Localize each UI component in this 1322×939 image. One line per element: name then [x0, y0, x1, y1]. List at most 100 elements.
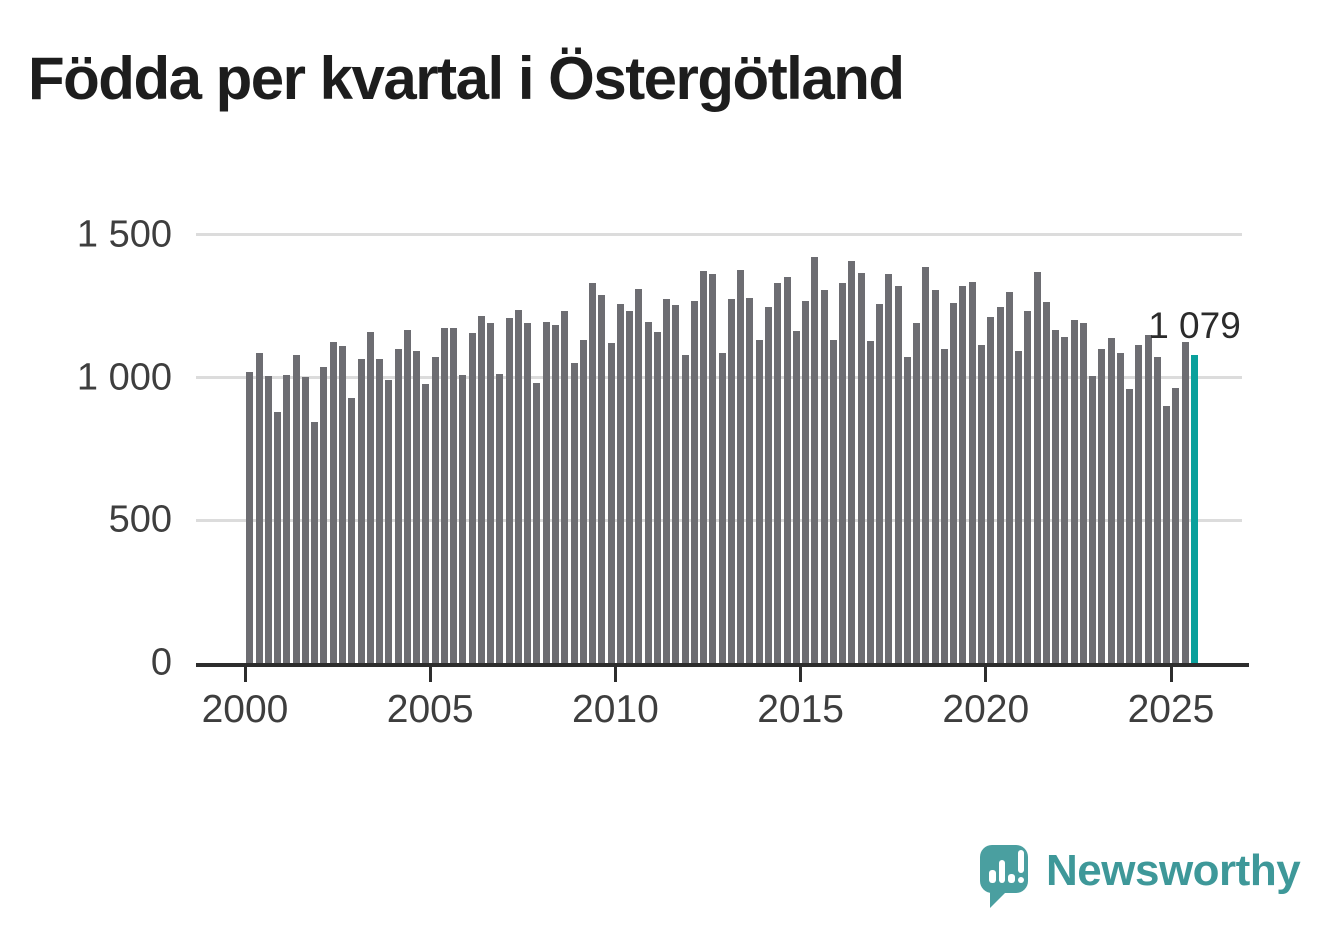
bar: [311, 422, 319, 663]
bar: [866, 340, 874, 663]
bar: [514, 309, 522, 663]
bar: [1135, 344, 1143, 663]
bar: [570, 362, 578, 663]
bar: [885, 274, 893, 663]
bar: [663, 299, 671, 663]
bar: [987, 316, 995, 663]
newsworthy-logo-icon: [980, 845, 1028, 908]
bar-highlighted: [1190, 355, 1198, 663]
bar: [1070, 320, 1078, 663]
bar: [1079, 323, 1087, 663]
bar: [764, 306, 772, 663]
bar: [903, 356, 911, 663]
bar: [1052, 329, 1060, 663]
bar: [607, 342, 615, 663]
bar: [616, 303, 624, 663]
newsworthy-logo: Newsworthy: [980, 845, 1301, 915]
bar: [774, 283, 782, 663]
bar: [366, 331, 374, 663]
bar: [413, 350, 421, 663]
bar: [755, 340, 763, 663]
highlight-value-label: 1 079: [1148, 305, 1241, 346]
x-tick-label-2005: 2005: [386, 688, 474, 731]
chart-title: Födda per kvartal i Östergötland: [28, 45, 905, 112]
gridline-1500: [196, 233, 1242, 237]
bar: [820, 290, 828, 663]
bar: [496, 374, 504, 663]
bar: [403, 330, 411, 663]
bar: [996, 306, 1004, 663]
bar: [468, 333, 476, 663]
bar: [357, 359, 365, 663]
bar: [376, 359, 384, 663]
bar: [913, 323, 921, 663]
bar: [487, 323, 495, 663]
x-tick-label-2020: 2020: [942, 688, 1030, 731]
bar: [653, 331, 661, 663]
bar: [552, 325, 559, 663]
bar: [329, 341, 337, 663]
bar: [1144, 334, 1152, 663]
bar: [1153, 356, 1161, 663]
x-tick-label-2025: 2025: [1127, 688, 1215, 731]
bar: [737, 270, 745, 663]
bar: [422, 384, 430, 663]
bar: [1107, 337, 1115, 663]
bar: [940, 348, 948, 663]
bar: [1163, 406, 1171, 663]
x-tick-label-2010: 2010: [572, 688, 659, 731]
bar: [264, 375, 272, 663]
bar: [968, 282, 976, 663]
x-tick-2025: [1169, 667, 1173, 682]
logo-bar-icon: [989, 870, 996, 883]
bar: [950, 303, 958, 663]
bar: [524, 322, 532, 663]
x-tick-label-2015: 2015: [757, 688, 844, 731]
bar: [690, 301, 698, 663]
bar: [857, 273, 865, 663]
bar: [1005, 292, 1013, 663]
bar: [1172, 388, 1180, 663]
y-tick-label-1500: 1 500: [76, 213, 172, 256]
bar: [283, 375, 291, 663]
bar: [579, 340, 587, 663]
bar: [1126, 389, 1134, 663]
bar: [255, 353, 263, 663]
bar: [246, 371, 254, 663]
y-tick-label-0: 0: [150, 641, 172, 684]
bar: [811, 256, 819, 663]
y-tick-label-500: 500: [108, 498, 172, 541]
bar: [792, 331, 800, 663]
bar: [931, 290, 939, 663]
bar: [348, 398, 356, 663]
x-tick-2010: [613, 667, 617, 682]
bar: [644, 321, 652, 663]
bar: [440, 327, 448, 663]
bar: [718, 352, 726, 663]
bar: [1061, 336, 1069, 663]
bar: [709, 274, 717, 663]
bar: [1033, 271, 1041, 663]
newsworthy-logo-text: Newsworthy: [1046, 846, 1301, 895]
bar: [1015, 351, 1023, 663]
bar: [1098, 349, 1106, 663]
logo-bar-icon: [1008, 874, 1015, 883]
bar: [1089, 375, 1097, 663]
x-tick-2015: [799, 667, 803, 682]
bar: [459, 375, 467, 663]
x-tick-2020: [984, 667, 988, 682]
bar: [802, 300, 810, 663]
bar: [394, 348, 402, 663]
bar: [635, 288, 643, 663]
bar: [431, 357, 439, 663]
bar: [542, 321, 550, 663]
bar: [598, 295, 606, 663]
x-tick-2005: [428, 667, 432, 682]
bar: [1024, 310, 1032, 663]
bar: [1042, 302, 1050, 663]
bar: [626, 310, 634, 663]
x-tick-label-2000: 2000: [201, 688, 289, 731]
bar: [320, 366, 328, 663]
x-tick-2000: [243, 667, 247, 682]
